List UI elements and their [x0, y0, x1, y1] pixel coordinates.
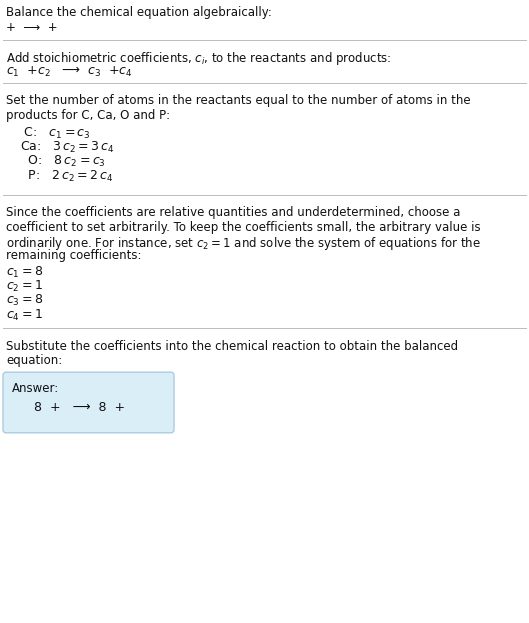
Text: Add stoichiometric coefficients, $c_i$, to the reactants and products:: Add stoichiometric coefficients, $c_i$, …	[6, 50, 391, 67]
Text: Balance the chemical equation algebraically:: Balance the chemical equation algebraica…	[6, 6, 272, 19]
Text: $c_4 = 1$: $c_4 = 1$	[6, 308, 43, 323]
Text: P:   $2\,c_2 = 2\,c_4$: P: $2\,c_2 = 2\,c_4$	[20, 168, 114, 184]
Text: +  ⟶  +: + ⟶ +	[6, 21, 58, 34]
Text: coefficient to set arbitrarily. To keep the coefficients small, the arbitrary va: coefficient to set arbitrarily. To keep …	[6, 221, 481, 234]
Text: C:   $c_1 = c_3$: C: $c_1 = c_3$	[20, 126, 90, 141]
FancyBboxPatch shape	[3, 372, 174, 433]
Text: $c_1 = 8$: $c_1 = 8$	[6, 265, 43, 280]
Text: remaining coefficients:: remaining coefficients:	[6, 249, 141, 262]
Text: Set the number of atoms in the reactants equal to the number of atoms in the: Set the number of atoms in the reactants…	[6, 95, 471, 107]
Text: equation:: equation:	[6, 354, 62, 368]
Text: Substitute the coefficients into the chemical reaction to obtain the balanced: Substitute the coefficients into the che…	[6, 340, 458, 353]
Text: 8  +   ⟶  8  +: 8 + ⟶ 8 +	[26, 401, 125, 414]
Text: Ca:   $3\,c_2 = 3\,c_4$: Ca: $3\,c_2 = 3\,c_4$	[20, 140, 114, 155]
Text: O:   $8\,c_2 = c_3$: O: $8\,c_2 = c_3$	[20, 155, 106, 169]
Text: products for C, Ca, O and P:: products for C, Ca, O and P:	[6, 108, 170, 121]
Text: Since the coefficients are relative quantities and underdetermined, choose a: Since the coefficients are relative quan…	[6, 206, 460, 219]
Text: ordinarily one. For instance, set $c_2 = 1$ and solve the system of equations fo: ordinarily one. For instance, set $c_2 =…	[6, 235, 481, 252]
Text: $c_1$  +$c_2$   ⟶  $c_3$  +$c_4$: $c_1$ +$c_2$ ⟶ $c_3$ +$c_4$	[6, 65, 133, 78]
Text: Answer:: Answer:	[12, 382, 59, 395]
Text: $c_3 = 8$: $c_3 = 8$	[6, 293, 43, 308]
Text: $c_2 = 1$: $c_2 = 1$	[6, 279, 43, 294]
